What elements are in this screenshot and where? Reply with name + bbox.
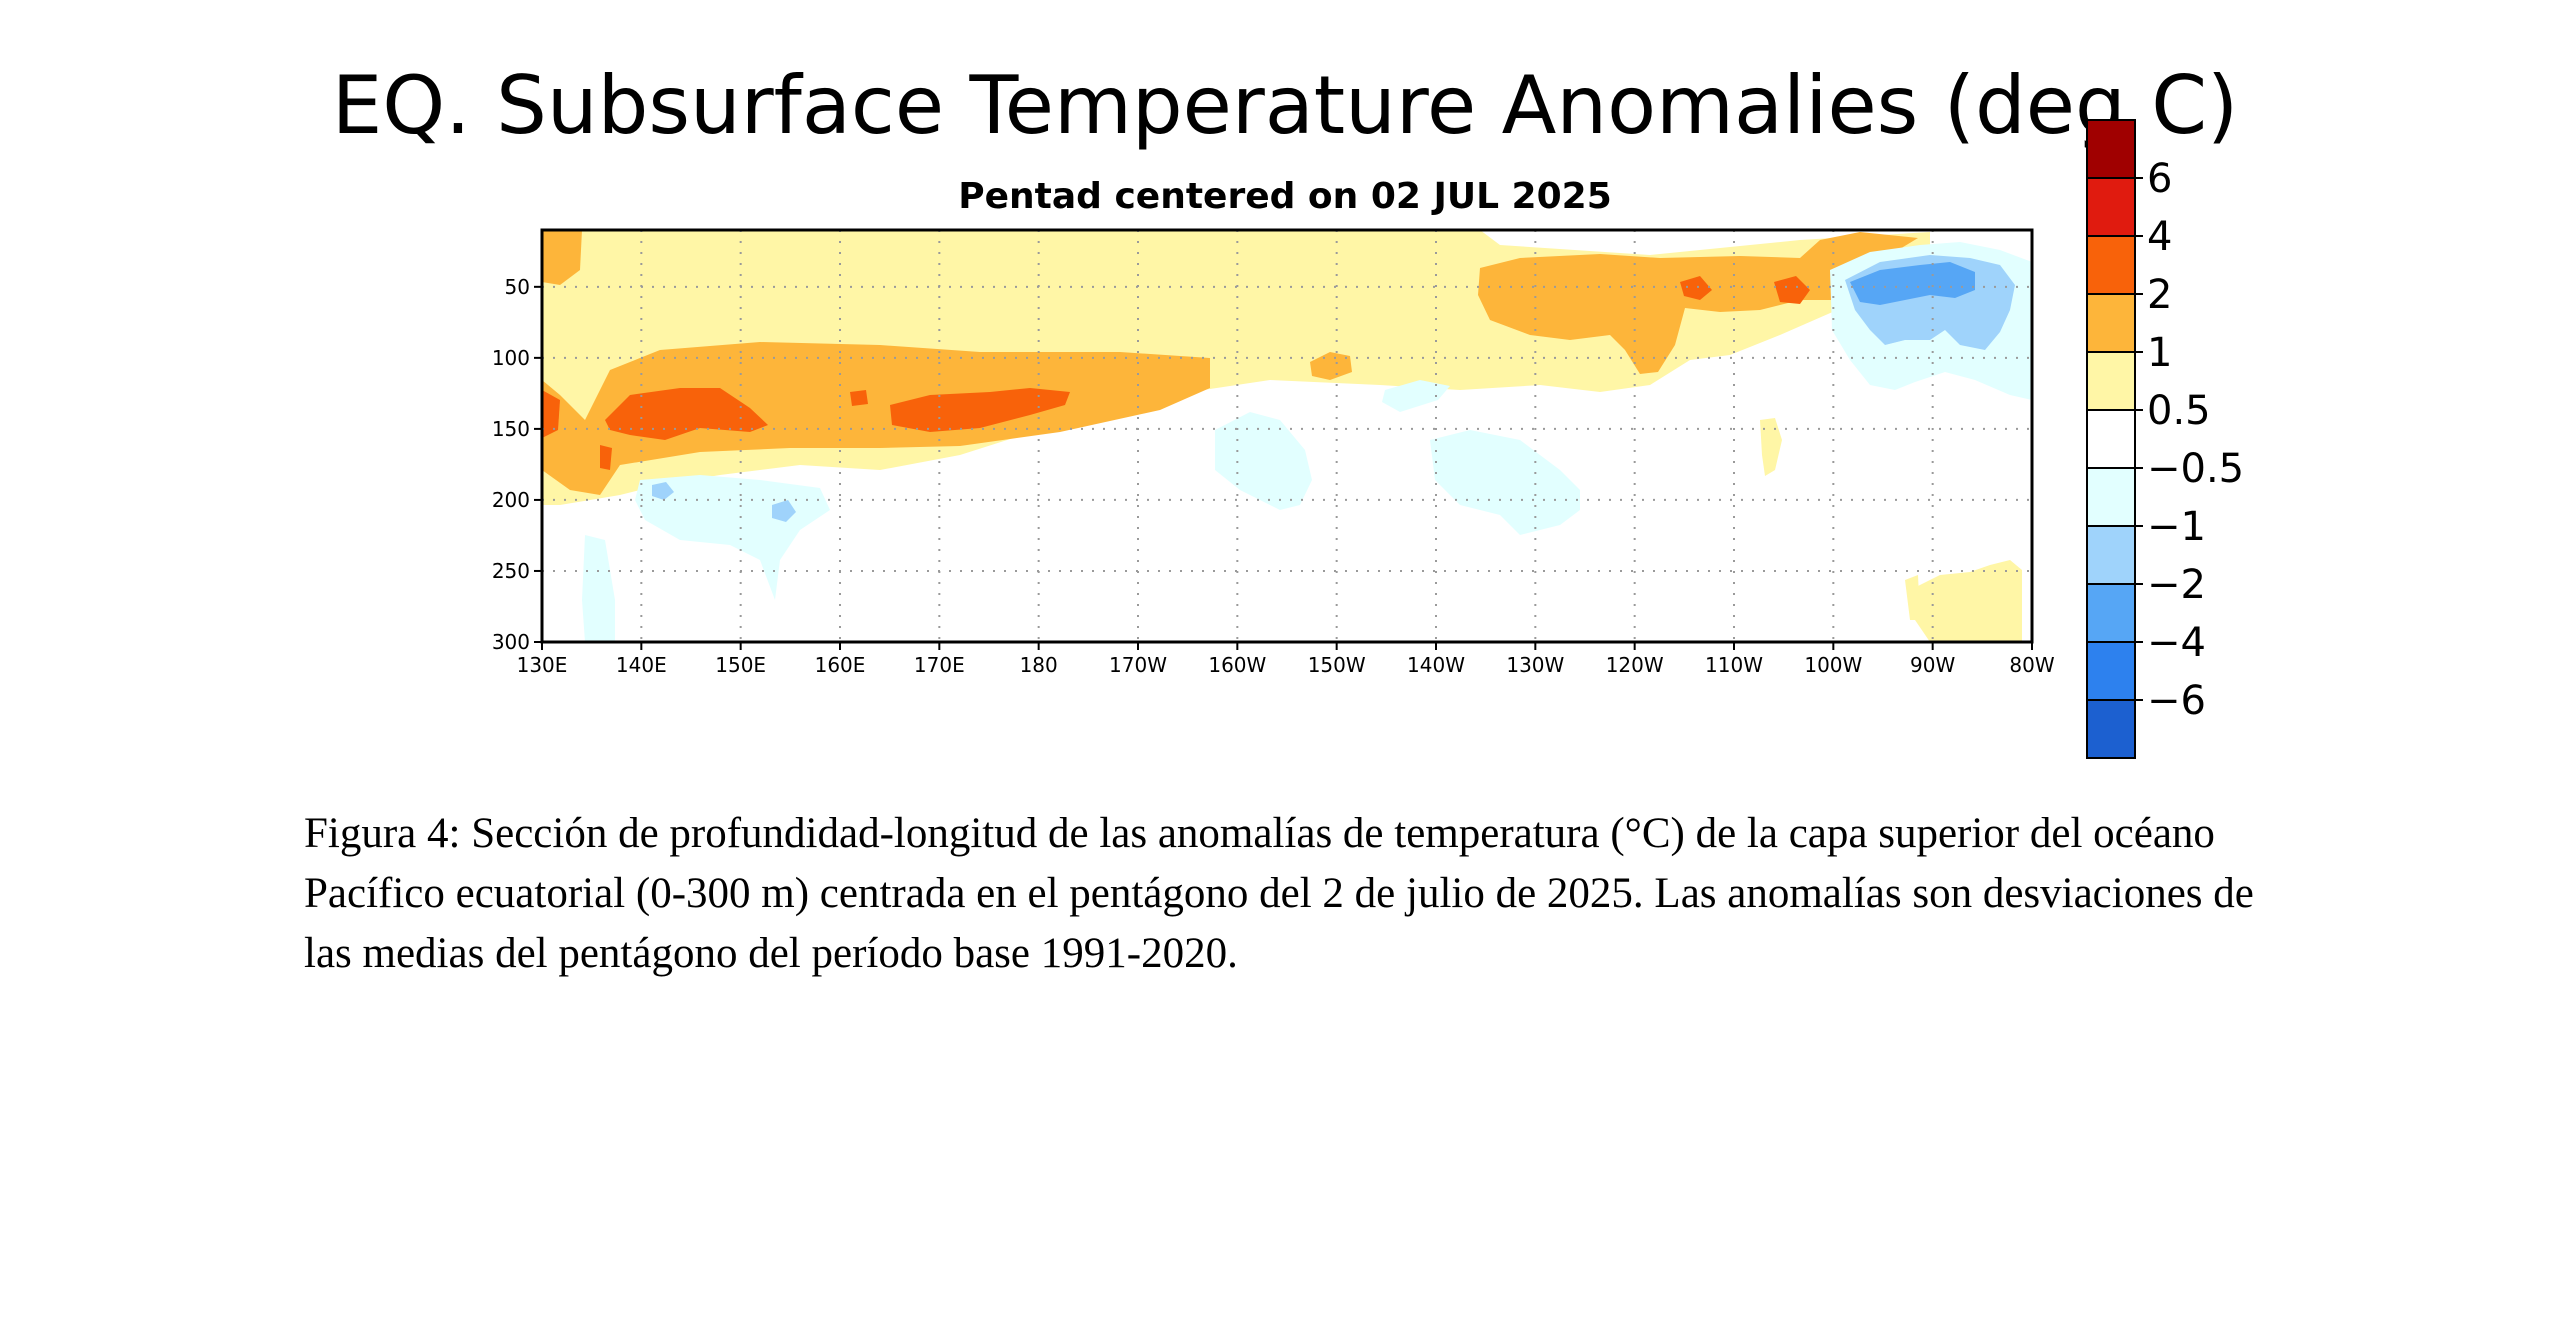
contour-warm-1-patch-150w xyxy=(1310,352,1352,380)
colorbar-label: −1 xyxy=(2147,504,2206,550)
colorbar-swatch xyxy=(2086,235,2136,295)
anomaly-contours xyxy=(542,230,2032,642)
x-tick-label: 120W xyxy=(1606,653,1664,677)
contour-warm-1-band xyxy=(542,342,1210,495)
colorbar-label: 0.5 xyxy=(2147,388,2211,434)
x-tick-label: 150W xyxy=(1308,653,1366,677)
contour-cool-1-blob-2 xyxy=(772,500,796,522)
contour-warm-2-blob-east-1 xyxy=(1680,276,1712,300)
x-tick-label: 150E xyxy=(715,653,766,677)
x-tick-label: 130E xyxy=(517,653,568,677)
colorbar-swatch xyxy=(2086,525,2136,585)
colorbar-label: 4 xyxy=(2147,214,2172,260)
x-tick-label: 170E xyxy=(914,653,965,677)
contour-warm-2-blob-2 xyxy=(850,390,868,406)
contour-warm-0p5-112w xyxy=(1760,418,1782,476)
x-tick-label: 140W xyxy=(1407,653,1465,677)
colorbar-label: −2 xyxy=(2147,562,2206,608)
x-tick-label: 110W xyxy=(1705,653,1763,677)
colorbar-label: 2 xyxy=(2147,272,2172,318)
anomaly-figure: EQ. Subsurface Temperature Anomalies (de… xyxy=(332,59,2244,759)
y-tick-label: 250 xyxy=(492,559,530,583)
colorbar-swatch xyxy=(2086,293,2136,353)
colorbar-label: −6 xyxy=(2147,678,2206,724)
colorbar-label: −4 xyxy=(2147,620,2206,666)
y-tick-label: 100 xyxy=(492,346,530,370)
chart-subtitle: Pentad centered on 02 JUL 2025 xyxy=(958,176,1612,217)
contour-cool-1-blob-1 xyxy=(652,482,674,500)
chart-title: EQ. Subsurface Temperature Anomalies (de… xyxy=(332,59,2239,152)
x-tick-label: 180 xyxy=(1020,653,1058,677)
contour-warm-2-blob-1 xyxy=(600,445,612,470)
colorbar-swatch xyxy=(2086,351,2136,411)
contour-cool-0p5-140w xyxy=(1430,430,1580,535)
colorbar-label: 6 xyxy=(2147,156,2172,202)
colorbar-label: −0.5 xyxy=(2147,446,2244,492)
x-tick-label: 140E xyxy=(616,653,667,677)
contour-cool-0p5-160w xyxy=(1215,412,1312,510)
colorbar-swatch xyxy=(2086,641,2136,701)
contour-warm-1-east xyxy=(1478,232,1918,374)
contour-warm-0p5-deep-95w xyxy=(1905,575,1920,620)
y-axis: 50 100 150 200 250 300 xyxy=(492,275,542,654)
contour-cool-0p5-140w-small xyxy=(1382,380,1450,412)
y-tick-label: 300 xyxy=(492,630,530,654)
x-tick-label: 90W xyxy=(1910,653,1955,677)
y-tick-label: 50 xyxy=(505,275,530,299)
plot-frame xyxy=(540,228,2034,644)
contour-warm-0p5-deep-east xyxy=(1910,560,2022,642)
x-tick-label: 160E xyxy=(815,653,866,677)
y-tick-label: 150 xyxy=(492,417,530,441)
contour-warm-2-core-central xyxy=(890,388,1070,432)
x-tick-label: 160W xyxy=(1208,653,1266,677)
colorbar-swatch xyxy=(2086,177,2136,237)
x-tick-label: 100W xyxy=(1804,653,1862,677)
colorbar-swatch xyxy=(2086,699,2136,759)
contour-warm-1-patch-surface xyxy=(542,230,582,285)
y-tick-label: 200 xyxy=(492,488,530,512)
x-axis: 130E 140E 150E 160E 170E 180 170W 160W 150W 140W 1… xyxy=(517,642,2055,677)
x-tick-label: 170W xyxy=(1109,653,1167,677)
contour-warm-2-blob-east-2 xyxy=(1774,276,1810,304)
colorbar: 6 4 2 1 0.5 −0.5 −1 −2 −4 −6 xyxy=(2086,119,2244,759)
contour-warm-2-core-west xyxy=(605,388,768,440)
contour-warm-2-edge xyxy=(542,390,560,438)
figure-caption: Figura 4: Sección de profundidad-longitu… xyxy=(304,810,2254,977)
colorbar-swatch xyxy=(2086,467,2136,527)
colorbar-label: 1 xyxy=(2147,330,2172,376)
colorbar-swatch xyxy=(2086,119,2136,179)
x-tick-label: 130W xyxy=(1506,653,1564,677)
contour-cool-2-east xyxy=(1850,262,1975,305)
colorbar-swatch xyxy=(2086,583,2136,643)
x-tick-label: 80W xyxy=(2009,653,2054,677)
contour-cool-0p5-west-deep xyxy=(582,535,615,642)
colorbar-swatch xyxy=(2086,409,2136,469)
plot-area: 130E 140E 150E 160E 170E 180 170W 160W 150W 140W 1… xyxy=(492,228,2055,677)
